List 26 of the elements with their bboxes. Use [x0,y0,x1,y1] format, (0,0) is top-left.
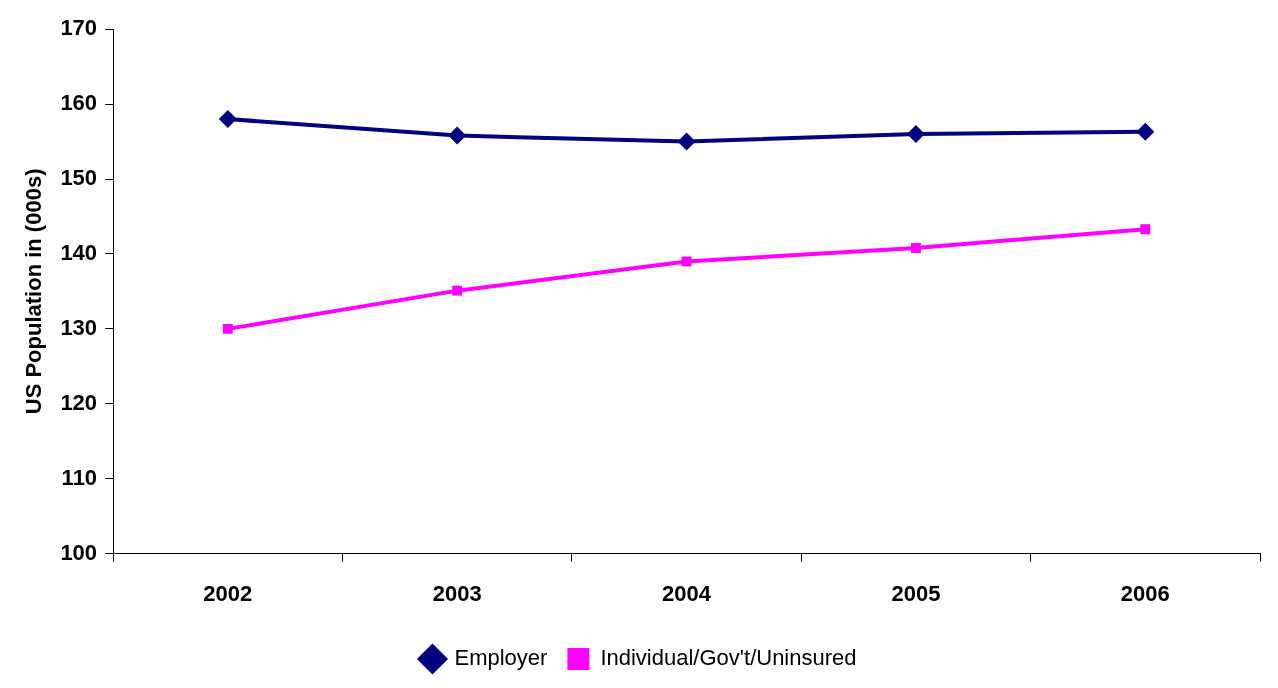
point [222,323,233,334]
point [677,132,696,151]
y-tick-label: 100 [60,539,98,565]
x-tick-label: 2004 [662,580,712,606]
y-tick-label: 110 [61,464,98,490]
point [910,243,921,253]
point [1136,122,1155,141]
y-tick-label: 160 [60,90,98,116]
point [681,256,692,267]
legend-label: Individual/Gov't/Uninsured [600,645,857,671]
y-tick-label: 150 [60,165,98,191]
point [1140,224,1151,235]
x-tick-label: 2003 [432,580,482,606]
legend-label: Employer [454,645,548,671]
point [452,285,463,296]
x-tick-label: 2005 [891,580,941,606]
x-tick-label: 2002 [203,580,253,606]
x-tick-label: 2006 [1120,580,1170,606]
point [906,125,925,144]
point [448,126,467,145]
y-tick-label: 120 [60,389,98,415]
y-tick-label: 130 [60,314,98,340]
y-tick-label: 170 [60,15,98,41]
point [218,110,237,129]
y-axis-title: US Population in (000s) [21,168,47,415]
y-tick-label: 140 [60,240,98,266]
